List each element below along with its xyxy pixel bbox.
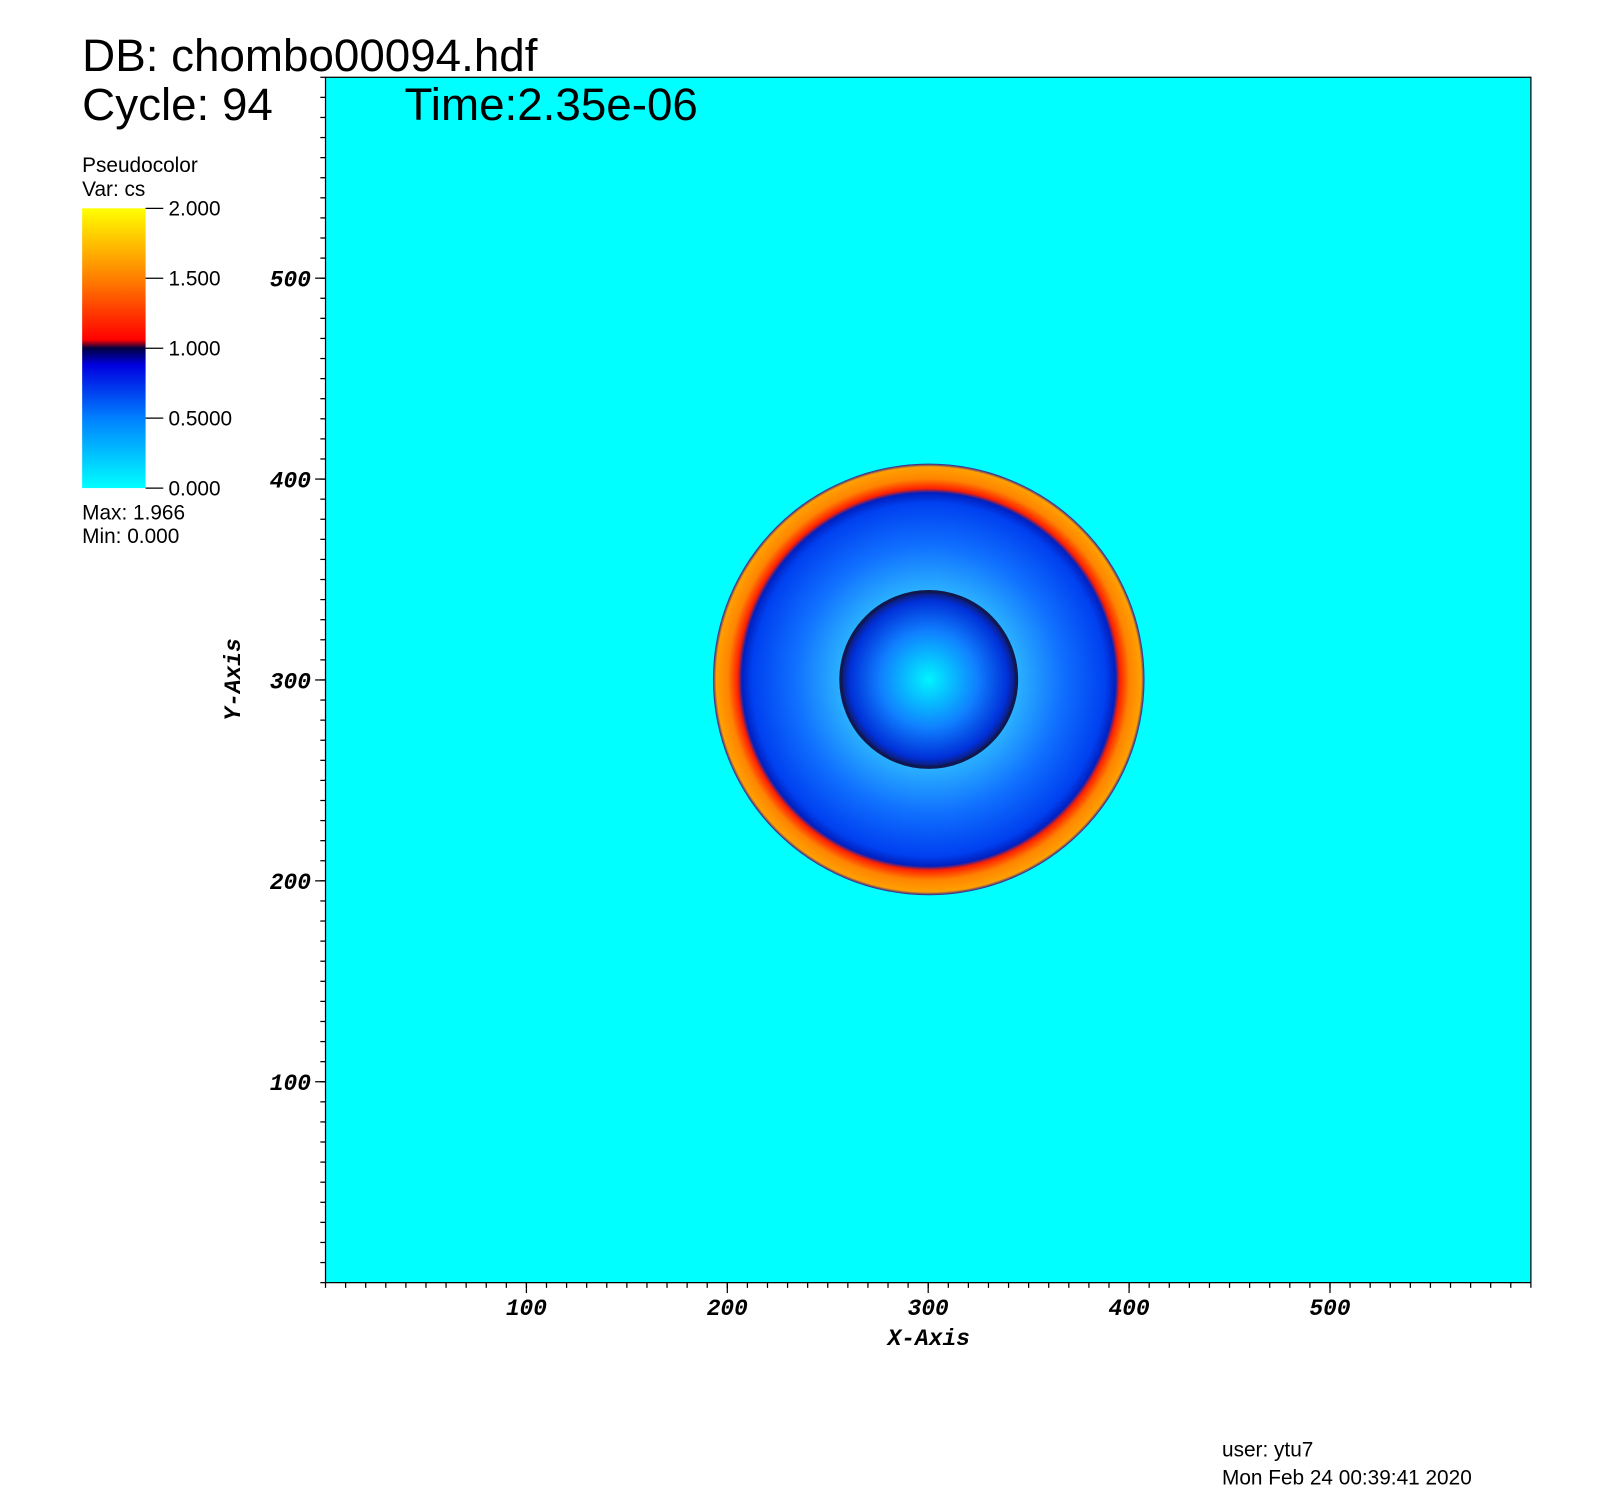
x-tick-label: 500 [1309,1296,1350,1322]
y-tick-label: 100 [270,1071,311,1097]
y-tick-label: 500 [270,267,311,293]
user: user: ytu7 [1222,1438,1313,1461]
date: Mon Feb 24 00:39:41 2020 [1222,1466,1472,1489]
colorbar-tick-label: 0.000 [168,477,220,500]
title: DB: chombo00094.hdf [82,30,538,81]
x-axis-label: X-Axis [886,1326,970,1352]
colorbar-tick-label: 2.000 [168,198,220,221]
colorbar [82,208,146,489]
x-tick-label: 200 [707,1296,748,1322]
colorbar-tick-label: 1.500 [168,268,220,291]
x-tick-label: 100 [506,1296,547,1322]
colorbar-tick-label: 0.5000 [168,407,232,430]
y-tick-label: 300 [270,669,311,695]
plot-area [324,76,1532,1284]
legend-max: Max: 1.966 [82,501,185,524]
inner-core [839,589,1019,769]
colorbar-tick-label: 1.000 [168,337,220,360]
cycle: Cycle: 94 [82,79,273,130]
y-tick-label: 200 [270,870,311,896]
legend-var: Var: cs [82,178,145,201]
legend-title: Pseudocolor [82,154,198,177]
y-tick-label: 400 [270,468,311,494]
x-tick-label: 300 [908,1296,949,1322]
time: Time:2.35e-06 [405,79,698,130]
y-axis-label: Y-Axis [221,638,247,720]
legend-min: Min: 0.000 [82,525,179,548]
x-tick-label: 400 [1108,1296,1149,1322]
